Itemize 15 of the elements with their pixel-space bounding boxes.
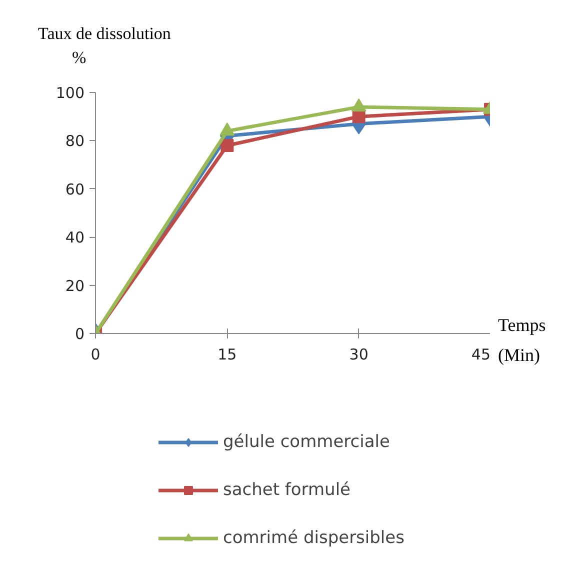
- y-tick-label: 0: [74, 325, 85, 343]
- y-tick-label: 60: [65, 180, 85, 198]
- y-tick-label: 40: [65, 228, 85, 247]
- x-axis-title: Temps (Min): [498, 314, 546, 367]
- legend-label: sachet formulé: [223, 480, 351, 500]
- y-tick-label: 20: [65, 276, 85, 295]
- legend-label: gélule commerciale: [223, 432, 390, 452]
- y-tick-label: 80: [65, 132, 85, 150]
- x-tick-label: 15: [218, 346, 237, 364]
- x-tick-label: 0: [90, 346, 100, 364]
- y-axis-title: Taux de dissolution %: [38, 23, 171, 69]
- legend-label: comrimé dispersibles: [223, 528, 404, 548]
- x-tick-label: 45: [471, 346, 491, 364]
- x-tick-label: 30: [349, 346, 368, 364]
- y-tick-label: 100: [56, 84, 85, 102]
